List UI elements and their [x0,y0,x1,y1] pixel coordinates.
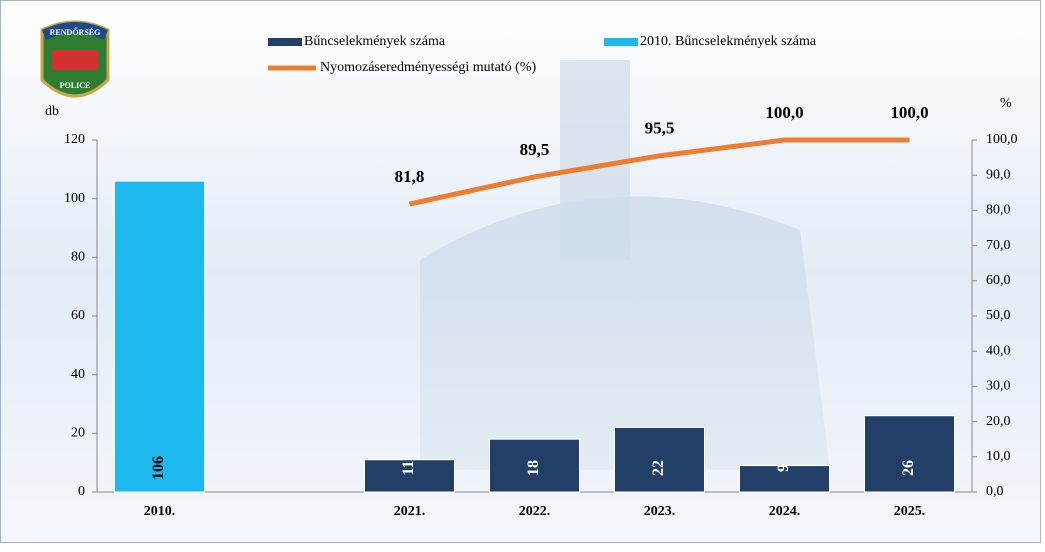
background-tower [560,60,630,260]
y2-tick-label: 100,0 [986,132,1018,147]
x-tick-label: 2021. [394,504,426,519]
x-tick-label: 2023. [644,504,676,519]
y-tick-label: 80 [71,250,85,265]
y-tick-label: 100 [64,191,85,206]
x-tick-label: 2024. [769,504,801,519]
legend-swatch [604,38,638,46]
bar-value-label: 11 [400,460,417,475]
y-tick-label: 20 [71,426,85,441]
x-tick-label: 2010. [144,504,176,519]
legend-swatch [268,38,302,46]
legend-label: 2010. Bűncselekmények száma [640,34,817,49]
line-value-label: 89,5 [520,140,550,159]
y-tick-label: 120 [64,132,85,147]
bar-value-label: 22 [650,460,667,476]
x-tick-label: 2025. [894,504,926,519]
bar [614,426,705,493]
bar [739,465,830,493]
logo-text: POLICE [60,81,91,90]
logo: RENDŐRSÉG POLICE [40,20,110,98]
y-tick-label: 0 [78,484,85,499]
logo-band [42,22,108,40]
y2-tick-label: 90,0 [986,167,1011,182]
bar-value-label: 106 [150,456,167,480]
line-value-label: 100,0 [765,103,803,122]
y2-tick-label: 60,0 [986,273,1011,288]
y2-tick-label: 70,0 [986,238,1011,253]
bar [114,180,205,493]
y2-axis-title: % [1000,96,1012,111]
bar [489,438,580,493]
bar-value-label: 26 [900,460,917,476]
y-axis-title: db [45,104,59,119]
y2-tick-label: 20,0 [986,414,1011,429]
y2-tick-label: 10,0 [986,449,1011,464]
logo-text: RENDŐRSÉG [50,27,101,37]
legend-label: Nyomozáseredményességi mutató (%) [320,60,536,75]
y-tick-label: 60 [71,308,85,323]
legend-label: Bűncselekmények száma [304,34,446,49]
y2-tick-label: 80,0 [986,203,1011,218]
logo-stripe [52,50,98,70]
line-value-label: 95,5 [645,119,675,138]
x-tick-label: 2022. [519,504,551,519]
bar [864,415,955,493]
bar-value-label: 9 [775,464,792,472]
line [408,137,910,207]
line-value-label: 100,0 [890,103,928,122]
y2-tick-label: 40,0 [986,343,1011,358]
y2-tick-label: 30,0 [986,379,1011,394]
bar-value-label: 18 [525,460,542,476]
y-tick-label: 40 [71,367,85,382]
line-value-label: 81,8 [395,167,425,186]
y2-tick-label: 0,0 [986,484,1004,499]
background-building [420,196,830,470]
bar [364,459,455,493]
y2-tick-label: 50,0 [986,308,1011,323]
